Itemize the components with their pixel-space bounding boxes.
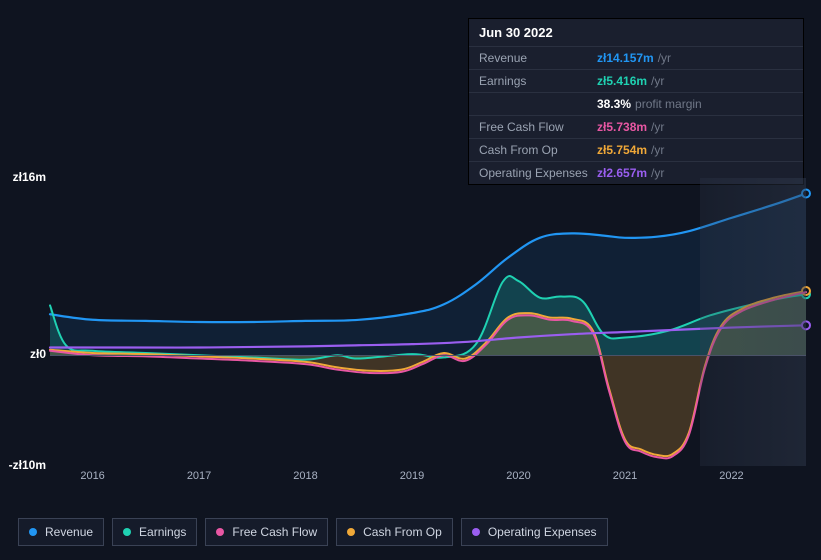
legend-item-earnings[interactable]: Earnings bbox=[112, 518, 197, 546]
tooltip-unit: /yr bbox=[651, 120, 664, 134]
tooltip-row-fcf: Free Cash Flowzł5.738m/yr bbox=[469, 115, 803, 138]
y-axis-label: -zł10m bbox=[2, 458, 46, 472]
legend-label: Free Cash Flow bbox=[232, 525, 317, 539]
legend-dot-icon bbox=[216, 528, 224, 536]
legend-item-opex[interactable]: Operating Expenses bbox=[461, 518, 608, 546]
zero-gridline bbox=[50, 355, 806, 356]
chart-svg bbox=[50, 178, 806, 466]
legend-label: Cash From Op bbox=[363, 525, 442, 539]
legend-item-cfo[interactable]: Cash From Op bbox=[336, 518, 453, 546]
tooltip-value: zł5.416m bbox=[597, 74, 647, 88]
legend-dot-icon bbox=[347, 528, 355, 536]
legend-dot-icon bbox=[123, 528, 131, 536]
tooltip-row-margin: 38.3% profit margin bbox=[469, 92, 803, 115]
y-axis-label: zł16m bbox=[2, 170, 46, 184]
tooltip-unit: /yr bbox=[651, 74, 664, 88]
legend-item-fcf[interactable]: Free Cash Flow bbox=[205, 518, 328, 546]
chart-legend: Revenue Earnings Free Cash Flow Cash From O… bbox=[18, 518, 608, 546]
tooltip-unit: profit margin bbox=[635, 97, 702, 111]
x-axis-tick: 2019 bbox=[392, 470, 432, 482]
tooltip-label: Revenue bbox=[479, 51, 597, 65]
legend-label: Earnings bbox=[139, 525, 186, 539]
tooltip-unit: /yr bbox=[651, 143, 664, 157]
tooltip-unit: /yr bbox=[658, 51, 671, 65]
tooltip-label: Free Cash Flow bbox=[479, 120, 597, 134]
x-axis-tick: 2017 bbox=[179, 470, 219, 482]
tooltip-label: Cash From Op bbox=[479, 143, 597, 157]
y-axis-label: zł0 bbox=[2, 347, 46, 361]
x-axis-tick: 2022 bbox=[711, 470, 751, 482]
tooltip-value: 38.3% bbox=[597, 97, 631, 111]
tooltip-date: Jun 30 2022 bbox=[469, 19, 803, 46]
tooltip-row-earnings: Earningszł5.416m/yr bbox=[469, 69, 803, 92]
chart-plot-area bbox=[50, 178, 806, 466]
legend-item-revenue[interactable]: Revenue bbox=[18, 518, 104, 546]
legend-dot-icon bbox=[29, 528, 37, 536]
tooltip-rows: Revenuezł14.157m/yrEarningszł5.416m/yr38… bbox=[469, 46, 803, 184]
tooltip-value: zł14.157m bbox=[597, 51, 654, 65]
legend-label: Revenue bbox=[45, 525, 93, 539]
legend-dot-icon bbox=[472, 528, 480, 536]
chart-tooltip: Jun 30 2022 Revenuezł14.157m/yrEarningsz… bbox=[468, 18, 804, 185]
x-axis-tick: 2018 bbox=[286, 470, 326, 482]
tooltip-row-cfo: Cash From Opzł5.754m/yr bbox=[469, 138, 803, 161]
tooltip-label bbox=[479, 97, 597, 111]
tooltip-value: zł5.738m bbox=[597, 120, 647, 134]
tooltip-row-revenue: Revenuezł14.157m/yr bbox=[469, 46, 803, 69]
tooltip-label: Earnings bbox=[479, 74, 597, 88]
x-axis-tick: 2021 bbox=[605, 470, 645, 482]
tooltip-value: zł5.754m bbox=[597, 143, 647, 157]
future-region-shade bbox=[700, 178, 806, 466]
legend-label: Operating Expenses bbox=[488, 525, 597, 539]
x-axis-tick: 2016 bbox=[73, 470, 113, 482]
x-axis-tick: 2020 bbox=[499, 470, 539, 482]
